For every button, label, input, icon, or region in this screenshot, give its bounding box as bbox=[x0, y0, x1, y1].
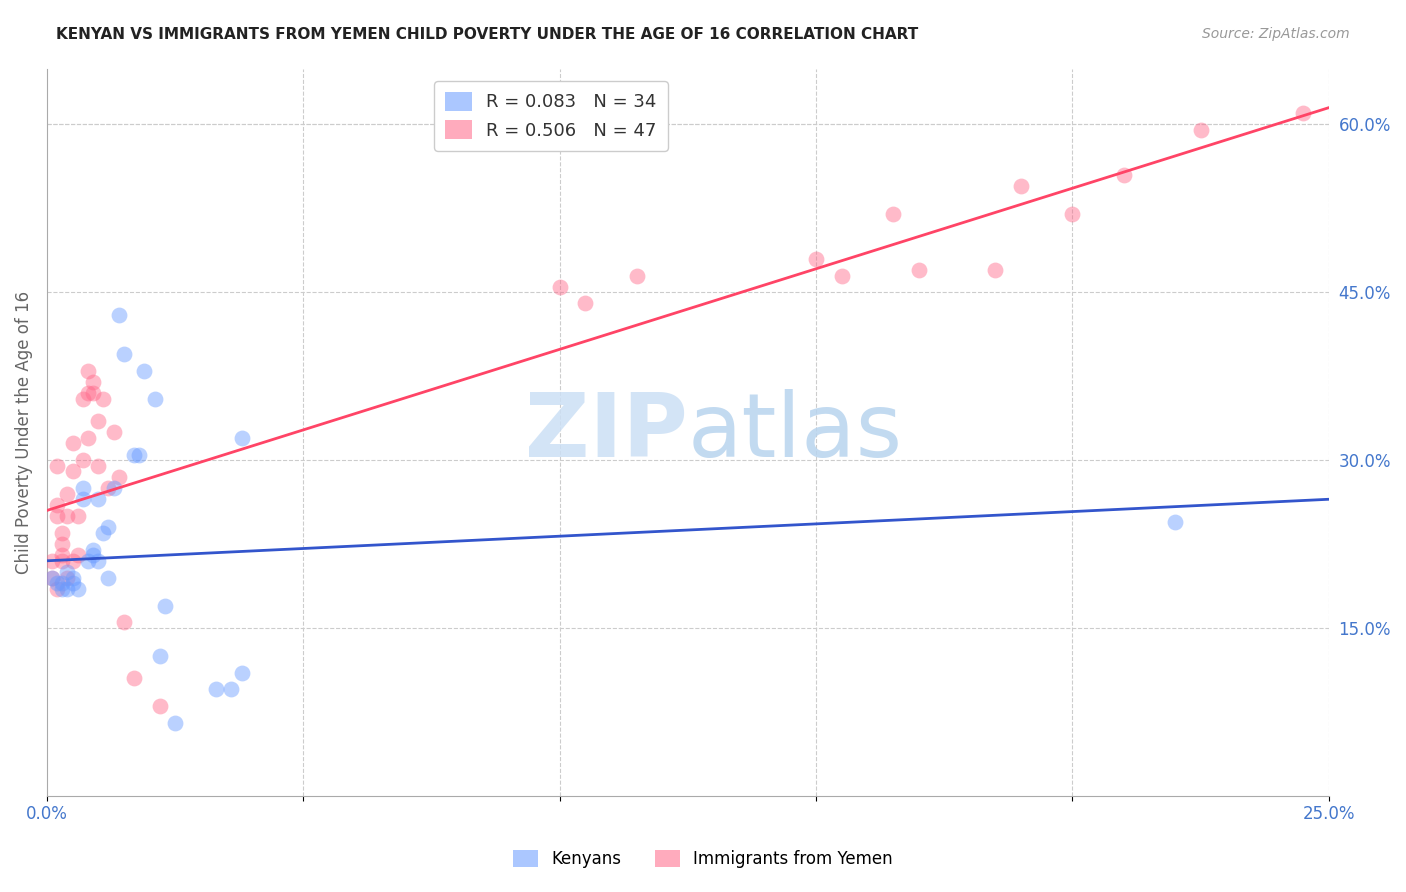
Point bbox=[103, 481, 125, 495]
Point bbox=[51, 548, 73, 562]
Point bbox=[77, 386, 100, 401]
Point bbox=[56, 486, 79, 500]
Point bbox=[62, 436, 84, 450]
Point bbox=[882, 207, 904, 221]
Point bbox=[97, 520, 120, 534]
Point bbox=[231, 431, 253, 445]
Point bbox=[46, 458, 69, 473]
Point bbox=[1189, 123, 1212, 137]
Point bbox=[46, 576, 69, 591]
Y-axis label: Child Poverty Under the Age of 16: Child Poverty Under the Age of 16 bbox=[15, 291, 32, 574]
Point bbox=[41, 554, 63, 568]
Point bbox=[626, 268, 648, 283]
Point bbox=[62, 571, 84, 585]
Legend: R = 0.083   N = 34, R = 0.506   N = 47: R = 0.083 N = 34, R = 0.506 N = 47 bbox=[434, 81, 668, 151]
Point bbox=[548, 279, 571, 293]
Text: Source: ZipAtlas.com: Source: ZipAtlas.com bbox=[1202, 27, 1350, 41]
Point bbox=[77, 363, 100, 377]
Point bbox=[165, 716, 187, 731]
Point bbox=[87, 554, 110, 568]
Point bbox=[143, 392, 166, 406]
Point bbox=[72, 392, 94, 406]
Point bbox=[82, 542, 104, 557]
Point bbox=[122, 671, 145, 685]
Point bbox=[56, 571, 79, 585]
Point bbox=[128, 448, 150, 462]
Point bbox=[831, 268, 853, 283]
Point bbox=[82, 548, 104, 562]
Point bbox=[82, 375, 104, 389]
Point bbox=[91, 392, 114, 406]
Point bbox=[112, 615, 135, 630]
Point bbox=[62, 576, 84, 591]
Point bbox=[231, 665, 253, 680]
Point bbox=[134, 363, 156, 377]
Point bbox=[107, 308, 129, 322]
Point bbox=[1112, 168, 1135, 182]
Point bbox=[66, 582, 89, 596]
Point bbox=[112, 347, 135, 361]
Point bbox=[87, 458, 110, 473]
Point bbox=[107, 470, 129, 484]
Point bbox=[1062, 207, 1084, 221]
Point bbox=[149, 699, 172, 714]
Point bbox=[46, 498, 69, 512]
Point bbox=[87, 492, 110, 507]
Point bbox=[205, 682, 228, 697]
Point bbox=[56, 509, 79, 524]
Legend: Kenyans, Immigrants from Yemen: Kenyans, Immigrants from Yemen bbox=[506, 843, 900, 875]
Point bbox=[72, 453, 94, 467]
Point bbox=[103, 425, 125, 439]
Point bbox=[46, 582, 69, 596]
Point bbox=[56, 565, 79, 579]
Point bbox=[46, 509, 69, 524]
Point bbox=[66, 509, 89, 524]
Point bbox=[87, 414, 110, 428]
Point bbox=[56, 582, 79, 596]
Point bbox=[72, 492, 94, 507]
Point bbox=[122, 448, 145, 462]
Point bbox=[51, 582, 73, 596]
Point bbox=[51, 554, 73, 568]
Text: KENYAN VS IMMIGRANTS FROM YEMEN CHILD POVERTY UNDER THE AGE OF 16 CORRELATION CH: KENYAN VS IMMIGRANTS FROM YEMEN CHILD PO… bbox=[56, 27, 918, 42]
Point bbox=[62, 464, 84, 478]
Point bbox=[72, 481, 94, 495]
Point bbox=[221, 682, 243, 697]
Point bbox=[149, 648, 172, 663]
Text: ZIP: ZIP bbox=[524, 389, 688, 475]
Point bbox=[41, 571, 63, 585]
Point bbox=[77, 554, 100, 568]
Point bbox=[82, 386, 104, 401]
Point bbox=[574, 296, 596, 310]
Point bbox=[907, 263, 929, 277]
Point bbox=[91, 525, 114, 540]
Text: atlas: atlas bbox=[688, 389, 903, 475]
Point bbox=[66, 548, 89, 562]
Point bbox=[97, 481, 120, 495]
Point bbox=[153, 599, 176, 613]
Point bbox=[1292, 106, 1315, 120]
Point bbox=[62, 554, 84, 568]
Point bbox=[984, 263, 1007, 277]
Point bbox=[41, 571, 63, 585]
Point bbox=[51, 525, 73, 540]
Point bbox=[51, 576, 73, 591]
Point bbox=[1164, 515, 1187, 529]
Point bbox=[804, 252, 827, 266]
Point bbox=[1010, 179, 1032, 194]
Point bbox=[51, 537, 73, 551]
Point bbox=[97, 571, 120, 585]
Point bbox=[77, 431, 100, 445]
